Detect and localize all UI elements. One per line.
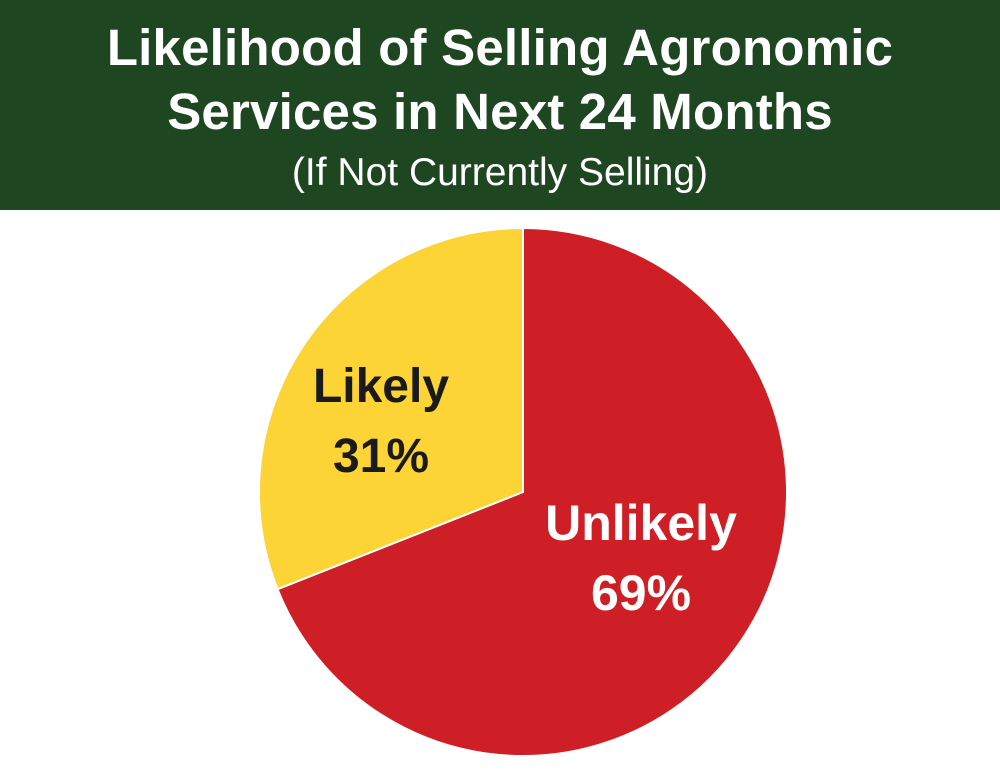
pie-slices [258, 226, 788, 757]
title-banner: Likelihood of Selling Agronomic Services… [0, 0, 1000, 210]
slice-value-unlikely: 69% [591, 565, 691, 621]
pie-slice-unlikely [276, 226, 788, 757]
pie-labels: Unlikely 69% Likely 31% [313, 360, 737, 621]
slice-value-likely: 31% [333, 430, 429, 483]
pie-slice-likely [258, 226, 524, 591]
chart-title-line-1: Likelihood of Selling Agronomic [106, 19, 894, 76]
chart-title: Likelihood of Selling Agronomic Services… [0, 16, 1000, 144]
slice-label-likely: Likely [313, 360, 449, 413]
pie-chart: Unlikely 69% Likely 31% [258, 226, 788, 757]
slice-label-unlikely: Unlikely [545, 495, 737, 551]
chart-title-line-2: Services in Next 24 Months [167, 83, 833, 140]
chart-subtitle: (If Not Currently Selling) [291, 151, 709, 194]
